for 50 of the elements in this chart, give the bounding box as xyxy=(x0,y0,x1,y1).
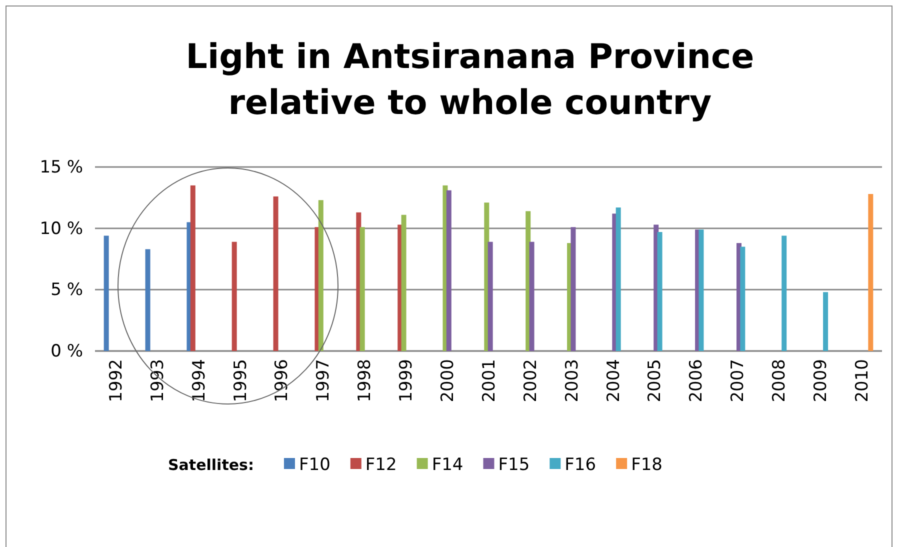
bar xyxy=(104,236,109,351)
x-tick-label: 1996 xyxy=(272,359,292,402)
x-tick-label: 2001 xyxy=(479,359,500,402)
bar xyxy=(570,227,576,351)
x-tick-label: 1993 xyxy=(148,359,168,402)
y-tick-label: 0 % xyxy=(50,341,83,362)
bar xyxy=(823,292,828,351)
x-tick-label: 1997 xyxy=(314,359,334,402)
x-tick-label: 2008 xyxy=(770,359,790,402)
bar xyxy=(446,190,452,351)
x-tick-label: 2010 xyxy=(852,359,872,402)
bar xyxy=(488,242,493,351)
x-tick-label: 1995 xyxy=(230,359,251,402)
bar xyxy=(273,196,278,351)
x-tick-label: 1999 xyxy=(396,359,417,402)
y-tick-label: 10 % xyxy=(40,218,83,239)
y-tick-label: 5 % xyxy=(50,280,83,300)
x-tick-label: 2004 xyxy=(604,359,624,402)
x-tick-label: 2000 xyxy=(438,359,458,402)
x-tick-label: 2002 xyxy=(520,359,541,402)
bar xyxy=(360,227,365,351)
bar xyxy=(145,249,150,351)
bar xyxy=(698,230,704,351)
legend-label: F16 xyxy=(564,455,596,475)
bar xyxy=(782,236,787,351)
legend-label: F10 xyxy=(298,455,330,475)
y-tick-label: 15 % xyxy=(40,157,83,178)
bar xyxy=(190,185,196,351)
legend-title: Satellites: xyxy=(168,456,254,474)
x-tick-label: 1992 xyxy=(106,359,126,402)
bar xyxy=(318,200,324,351)
bar xyxy=(232,242,237,351)
legend-label: F15 xyxy=(498,455,530,475)
bar xyxy=(740,246,746,351)
chart-title: Light in Antsiranana Province relative to whole country xyxy=(186,37,754,123)
x-tick-label: 2005 xyxy=(645,359,666,402)
legend-label: F12 xyxy=(365,455,397,475)
legend-label: F18 xyxy=(631,455,662,475)
x-tick-label: 2006 xyxy=(686,359,707,402)
x-tick-label: 2007 xyxy=(728,359,748,402)
x-tick-label: 2009 xyxy=(810,359,831,402)
x-tick-label: 2003 xyxy=(562,359,582,402)
bar xyxy=(529,242,534,351)
legend-label: F14 xyxy=(432,455,464,475)
bar xyxy=(868,194,874,351)
bar xyxy=(401,214,406,351)
bar xyxy=(657,232,662,351)
bar xyxy=(616,207,621,351)
x-tick-label: 1994 xyxy=(189,359,210,402)
x-tick-label: 1998 xyxy=(355,359,376,402)
